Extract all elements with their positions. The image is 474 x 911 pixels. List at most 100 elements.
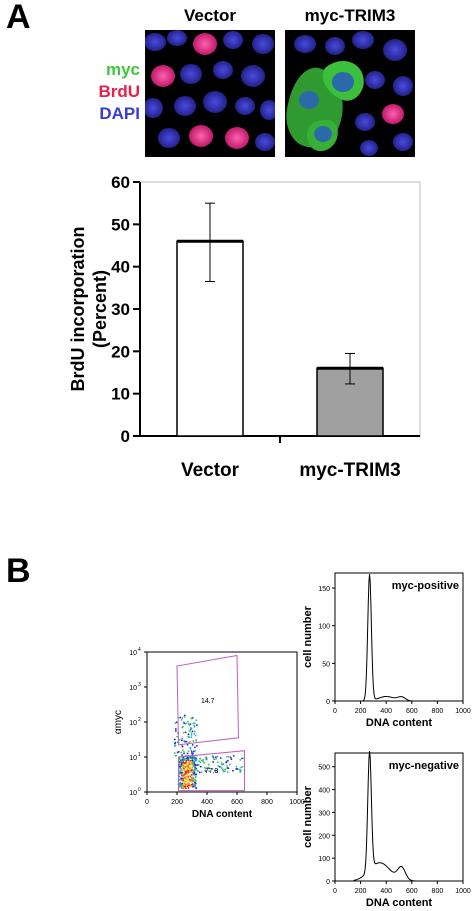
x-tick-label: 600 — [231, 799, 243, 806]
flow-event — [241, 765, 244, 768]
y-axis-label: BrdU incorporation (Percent) — [68, 227, 110, 392]
flow-event — [174, 741, 177, 744]
flow-event — [193, 773, 195, 776]
flow-event — [192, 765, 195, 768]
x-tick-label: 800 — [432, 888, 444, 895]
flow-event — [191, 776, 194, 779]
flow-event — [186, 752, 189, 755]
flow-event — [182, 787, 185, 790]
flow-event — [195, 787, 198, 789]
flow-event — [178, 761, 181, 763]
flow-event — [226, 765, 229, 767]
flow-event — [200, 771, 203, 774]
y-tick-label: 10 — [111, 385, 130, 404]
flow-event — [179, 785, 182, 788]
flow-event — [227, 767, 230, 770]
y-tick-label: 10 — [129, 720, 137, 727]
flow-event — [188, 783, 191, 785]
flow-event — [179, 778, 182, 781]
flow-event — [182, 761, 185, 764]
flow-event — [239, 758, 242, 761]
flow-event — [190, 717, 193, 720]
y-tick-label: 150 — [318, 586, 330, 593]
y-axis-label: cell number — [302, 605, 314, 667]
flow-event — [189, 761, 192, 764]
flow-event — [240, 766, 243, 769]
flow-event — [188, 756, 191, 758]
x-tick-label: 600 — [406, 888, 418, 895]
flow-event — [194, 775, 197, 778]
flow-event — [197, 770, 199, 772]
flow-event — [216, 771, 219, 774]
flow-event — [193, 783, 196, 786]
flow-event — [180, 719, 183, 721]
flow-event — [188, 723, 191, 726]
flow-event — [174, 745, 176, 748]
hist-title: myc-positive — [392, 580, 459, 592]
y-tick-label: 40 — [111, 258, 130, 277]
flow-event — [187, 733, 190, 736]
flow-event — [180, 783, 183, 786]
x-axis-label: DNA content — [366, 897, 433, 909]
flow-event — [181, 754, 184, 756]
flow-event — [182, 779, 185, 782]
flow-event — [212, 756, 215, 759]
y-tick-exponent: 1 — [138, 752, 141, 758]
y-tick-label: 10 — [129, 790, 137, 797]
flow-event — [219, 765, 221, 768]
flow-event — [194, 780, 197, 782]
flow-event — [192, 785, 194, 788]
flow-event — [197, 763, 200, 766]
y-tick-label: 30 — [111, 300, 130, 319]
flow-event — [205, 758, 208, 761]
x-tick-label: 1000 — [455, 888, 471, 895]
panel-b-label: B — [6, 552, 31, 590]
flow-event — [185, 760, 188, 762]
flow-event — [190, 732, 193, 734]
y-tick-label: 10 — [129, 755, 137, 762]
y-axis-label: cell number — [302, 785, 314, 847]
flow-event — [203, 766, 206, 769]
flow-event — [196, 724, 198, 726]
flow-event — [194, 769, 197, 771]
y-axis-label-line: BrdU incorporation — [68, 227, 88, 392]
flow-event — [228, 763, 231, 766]
flow-event — [214, 756, 217, 759]
x-category-label: myc-TRIM3 — [299, 460, 400, 481]
flow-event — [182, 749, 184, 752]
flow-event — [182, 732, 185, 734]
flow-event — [185, 740, 188, 743]
flow-event — [195, 744, 198, 747]
flow-event — [194, 766, 197, 769]
flow-event — [185, 780, 188, 783]
y-tick-label: 100 — [318, 856, 330, 863]
flow-event — [235, 765, 238, 768]
flow-event — [190, 785, 193, 788]
x-tick-label: 0 — [145, 799, 149, 806]
flow-event — [192, 722, 195, 725]
flow-event — [178, 783, 181, 786]
flow-event — [212, 761, 215, 763]
flow-event — [230, 758, 233, 761]
flow-event — [186, 761, 189, 764]
flow-event — [194, 764, 197, 766]
flow-event — [220, 762, 223, 764]
y-tick-label: 300 — [318, 810, 330, 817]
flow-event — [183, 714, 186, 717]
micrograph-title-vector: Vector — [184, 6, 236, 25]
flow-event — [190, 783, 193, 786]
flow-event — [183, 751, 185, 753]
flow-event — [191, 743, 194, 746]
x-tick-label: 1000 — [289, 799, 305, 806]
flow-event — [184, 762, 186, 765]
flow-event — [186, 743, 189, 746]
gate-value-positive: 14.7 — [201, 698, 215, 705]
x-tick-label: 800 — [432, 708, 444, 715]
flow-event — [191, 759, 194, 762]
flow-event — [205, 756, 207, 758]
flow-event — [200, 759, 203, 762]
flow-event — [190, 773, 193, 776]
x-category-label: Vector — [181, 460, 240, 481]
flow-event — [175, 754, 178, 757]
flow-event — [241, 757, 243, 760]
